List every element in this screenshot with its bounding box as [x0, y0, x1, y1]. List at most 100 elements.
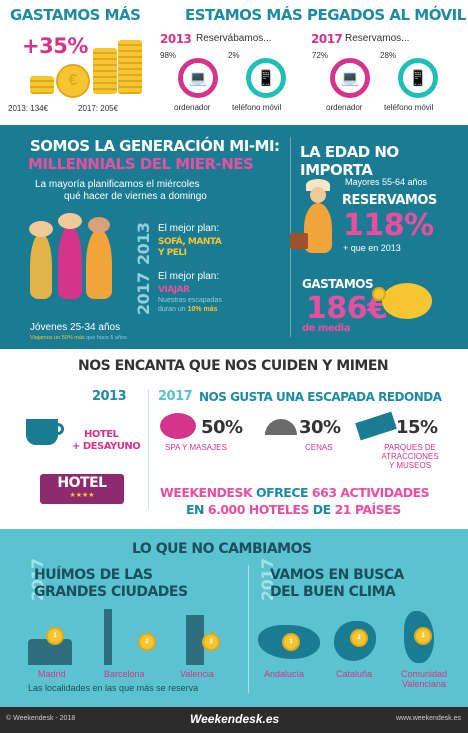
spend-label: GASTAMOS: [302, 277, 374, 291]
park-label-2: ATRACCIONES: [381, 452, 439, 461]
hotel-plus-line1: HOTEL: [84, 429, 119, 440]
pampering-section: NOS ENCANTA QUE NOS CUIDEN Y MIMEN 2013 …: [0, 349, 468, 529]
mobile-2013-ring: 📱: [246, 58, 286, 98]
gen-desc-2: qué hacer de viernes a domingo: [64, 191, 207, 202]
reserve-label: RESERVAMOS: [342, 193, 437, 208]
region-badge-3: 3: [414, 627, 432, 645]
hotel-sign: HOTEL ★★★★: [40, 474, 124, 504]
hotel-plus-line2: + DESAYUNO: [72, 441, 141, 452]
offer-countries: 21 PAÍSES: [334, 502, 402, 517]
plan-2013-line1: SOFÁ, MANTA: [158, 237, 222, 247]
age-group: Mayores 55-64 años: [345, 177, 428, 187]
cities-title-2: GRANDES CIUDADES: [34, 584, 188, 600]
plan-2017-note-2a: duran un: [158, 306, 186, 313]
city-1: Madrid: [38, 669, 66, 679]
badge-3-number: 3: [209, 639, 213, 645]
face-illustration: [310, 187, 326, 203]
year-2017: 2017: [311, 32, 343, 46]
year-2017: 2017: [158, 389, 193, 404]
cities-note: Las localidades en las que más se reserv…: [28, 683, 199, 693]
mobile-2017-pct: 28%: [380, 51, 397, 60]
valencia-monument-icon: [186, 615, 204, 665]
offer-de: DE: [312, 502, 331, 517]
face-illustration: [58, 213, 82, 229]
year-2013: 2013: [92, 389, 127, 404]
region-badge-2-number: 2: [357, 635, 361, 641]
city-3: Valencia: [180, 669, 214, 679]
woman-illustration: [58, 225, 82, 299]
city-2: Barcelona: [104, 669, 145, 679]
year-2013-vertical: 2013: [134, 222, 153, 265]
plan-title-2013: El mejor plan:: [158, 223, 220, 234]
spending-mobile-section: GASTAMOS MÁS +35% € 2013: 134€ 2017: 205…: [0, 0, 468, 125]
region-3-line1: Comunidad: [400, 669, 448, 679]
pc-label-2017: ordenador: [326, 103, 363, 112]
unchanged-section: LO QUE NO CAMBIAMOS 2017 HUÍMOS DE LAS G…: [0, 529, 468, 707]
face-illustration: [88, 217, 110, 233]
young-note-a: Viajamos un 50% más: [30, 335, 85, 341]
food-cloche-icon: [265, 419, 297, 435]
booked-now-label: Reservamos...: [345, 33, 410, 44]
coin-stack-icon: [30, 76, 54, 94]
coin-stack-icon: [118, 40, 142, 94]
escape-subtitle: NOS GUSTA UNA ESCAPADA REDONDA: [199, 390, 442, 404]
climate-title-1: VAMOS EN BUSCA: [270, 567, 404, 583]
mobile-label-2017: teléfono móvil: [384, 103, 434, 112]
offer-line-2: EN 6.000 HOTELES DE 21 PAÍSES: [186, 502, 401, 517]
top-badge-2: 2: [138, 633, 156, 651]
climate-title-2: DEL BUEN CLIMA: [270, 584, 396, 600]
barcelona-monument-icon: [104, 609, 112, 665]
coin-icon: [372, 287, 386, 301]
badge-2-number: 2: [145, 639, 149, 645]
woman-illustration: [30, 233, 52, 299]
booked-past-label: Reservábamos...: [196, 33, 272, 44]
coin-stack-icon: [93, 48, 117, 94]
spend-percent: +35%: [22, 34, 88, 58]
offer-verb: OFRECE: [256, 485, 309, 500]
laptop-icon: 💻: [188, 70, 208, 87]
cities-title-1: HUÍMOS DE LAS: [34, 567, 153, 583]
generation-section: SOMOS LA GENERACIÓN MI-MI: MILLENNIALS D…: [0, 125, 468, 349]
plan-2017-note-2: duran un 10% más: [158, 306, 218, 313]
mobile-2013-pct: 2%: [228, 51, 240, 60]
pc-2017-ring: 💻: [330, 58, 370, 98]
spa-label: SPA Y MASAJES: [165, 443, 227, 452]
region-2: Cataluña: [336, 669, 373, 679]
age-title: LA EDAD NO IMPORTA: [300, 143, 399, 179]
plan-title-2017: El mejor plan:: [158, 271, 220, 282]
year-2017-vertical: 2017: [134, 272, 153, 315]
face-illustration: [29, 221, 53, 237]
spend-title: GASTAMOS MÁS: [10, 6, 141, 24]
mobile-2017-ring: 📱: [398, 58, 438, 98]
gen-title: SOMOS LA GENERACIÓN MI-MI:: [30, 137, 280, 155]
region-badge-2: 2: [350, 629, 368, 647]
unchanged-title: LO QUE NO CAMBIAMOS: [132, 541, 312, 557]
badge-1-number: 1: [53, 633, 57, 639]
park-label: PARQUES DE ATRACCIONES Y MUSEOS: [370, 443, 450, 470]
cup-handle: [54, 423, 64, 435]
spend-2013: 2013: 134€: [8, 104, 49, 113]
reserve-percent: 118%: [343, 208, 434, 243]
young-title: Jóvenes 25-34 años: [30, 322, 121, 333]
offer-en: EN: [186, 502, 205, 517]
hotel-sign-text: HOTEL: [57, 475, 107, 491]
offer-line-1: WEEKENDESK OFRECE 663 ACTIVIDADES: [160, 485, 430, 500]
plan-2017: VIAJAR: [158, 285, 190, 295]
young-note: Viajamos un 50% más que hace 5 años: [30, 335, 127, 341]
divider: [248, 565, 249, 693]
phone-icon: 📱: [408, 70, 428, 87]
gen-subtitle: MILLENNIALS DEL MIER-NES: [28, 155, 254, 173]
region-1: Andalucía: [264, 669, 305, 679]
website-link[interactable]: www.weekendesk.es: [396, 715, 461, 722]
region-badge-1-number: 1: [289, 639, 293, 645]
laptop-icon: 💻: [340, 70, 360, 87]
park-percent: 15%: [396, 417, 438, 438]
top-badge-3: 3: [202, 633, 220, 651]
offer-brand: WEEKENDESK: [160, 485, 253, 500]
plan-2017-note-2b: 10% más: [187, 306, 218, 313]
spa-percent: 50%: [201, 417, 243, 438]
spend-note: de media: [302, 323, 350, 334]
offer-hotels: 6.000 HOTELES: [207, 502, 310, 517]
suitcase-icon: [290, 233, 308, 249]
